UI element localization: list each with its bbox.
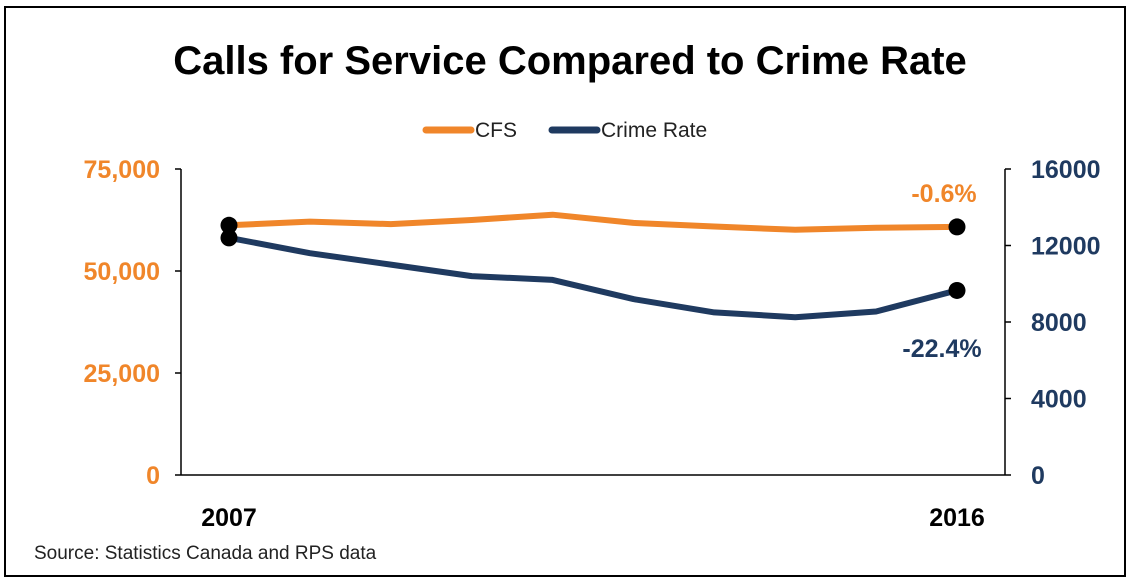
left-tick-label: 50,000	[84, 258, 160, 286]
legend-label-cfs: CFS	[475, 119, 517, 142]
x-tick-label: 2007	[201, 504, 257, 532]
x-axis-ticks: 2007 2016	[201, 504, 985, 532]
chart-frame	[4, 6, 1126, 577]
x-tick-label: 2016	[929, 504, 985, 532]
series-line-crime-rate	[226, 234, 960, 321]
left-tick-label: 0	[146, 462, 160, 490]
left-axis-ticks: 0 25,000 50,000 75,000	[84, 156, 181, 490]
left-tick-label: 75,000	[84, 156, 160, 184]
right-tick-label: 8000	[1031, 309, 1087, 337]
annotation-cfs-change: -0.6%	[911, 180, 976, 208]
axes	[180, 169, 1006, 476]
series-layer	[226, 211, 960, 321]
marker-crime-rate-2007	[220, 229, 238, 247]
legend: CFS Crime Rate	[422, 119, 707, 142]
left-tick-label: 25,000	[84, 360, 160, 388]
right-tick-label: 0	[1031, 462, 1045, 490]
right-tick-label: 12000	[1031, 233, 1101, 261]
marker-layer	[220, 216, 966, 299]
annotation-crime-rate-change: -22.4%	[902, 335, 981, 363]
marker-cfs-2007	[220, 216, 238, 234]
right-tick-label: 16000	[1031, 156, 1101, 184]
marker-crime-rate-2016	[948, 281, 966, 299]
legend-label-crime-rate: Crime Rate	[601, 119, 707, 142]
right-tick-label: 4000	[1031, 386, 1087, 414]
source-note: Source: Statistics Canada and RPS data	[34, 543, 377, 564]
marker-cfs-2016	[948, 218, 966, 236]
right-axis-ticks: 0 4000 8000 12000 16000	[1005, 156, 1101, 490]
chart-title: Calls for Service Compared to Crime Rate	[173, 39, 967, 83]
series-line-cfs	[226, 211, 960, 233]
